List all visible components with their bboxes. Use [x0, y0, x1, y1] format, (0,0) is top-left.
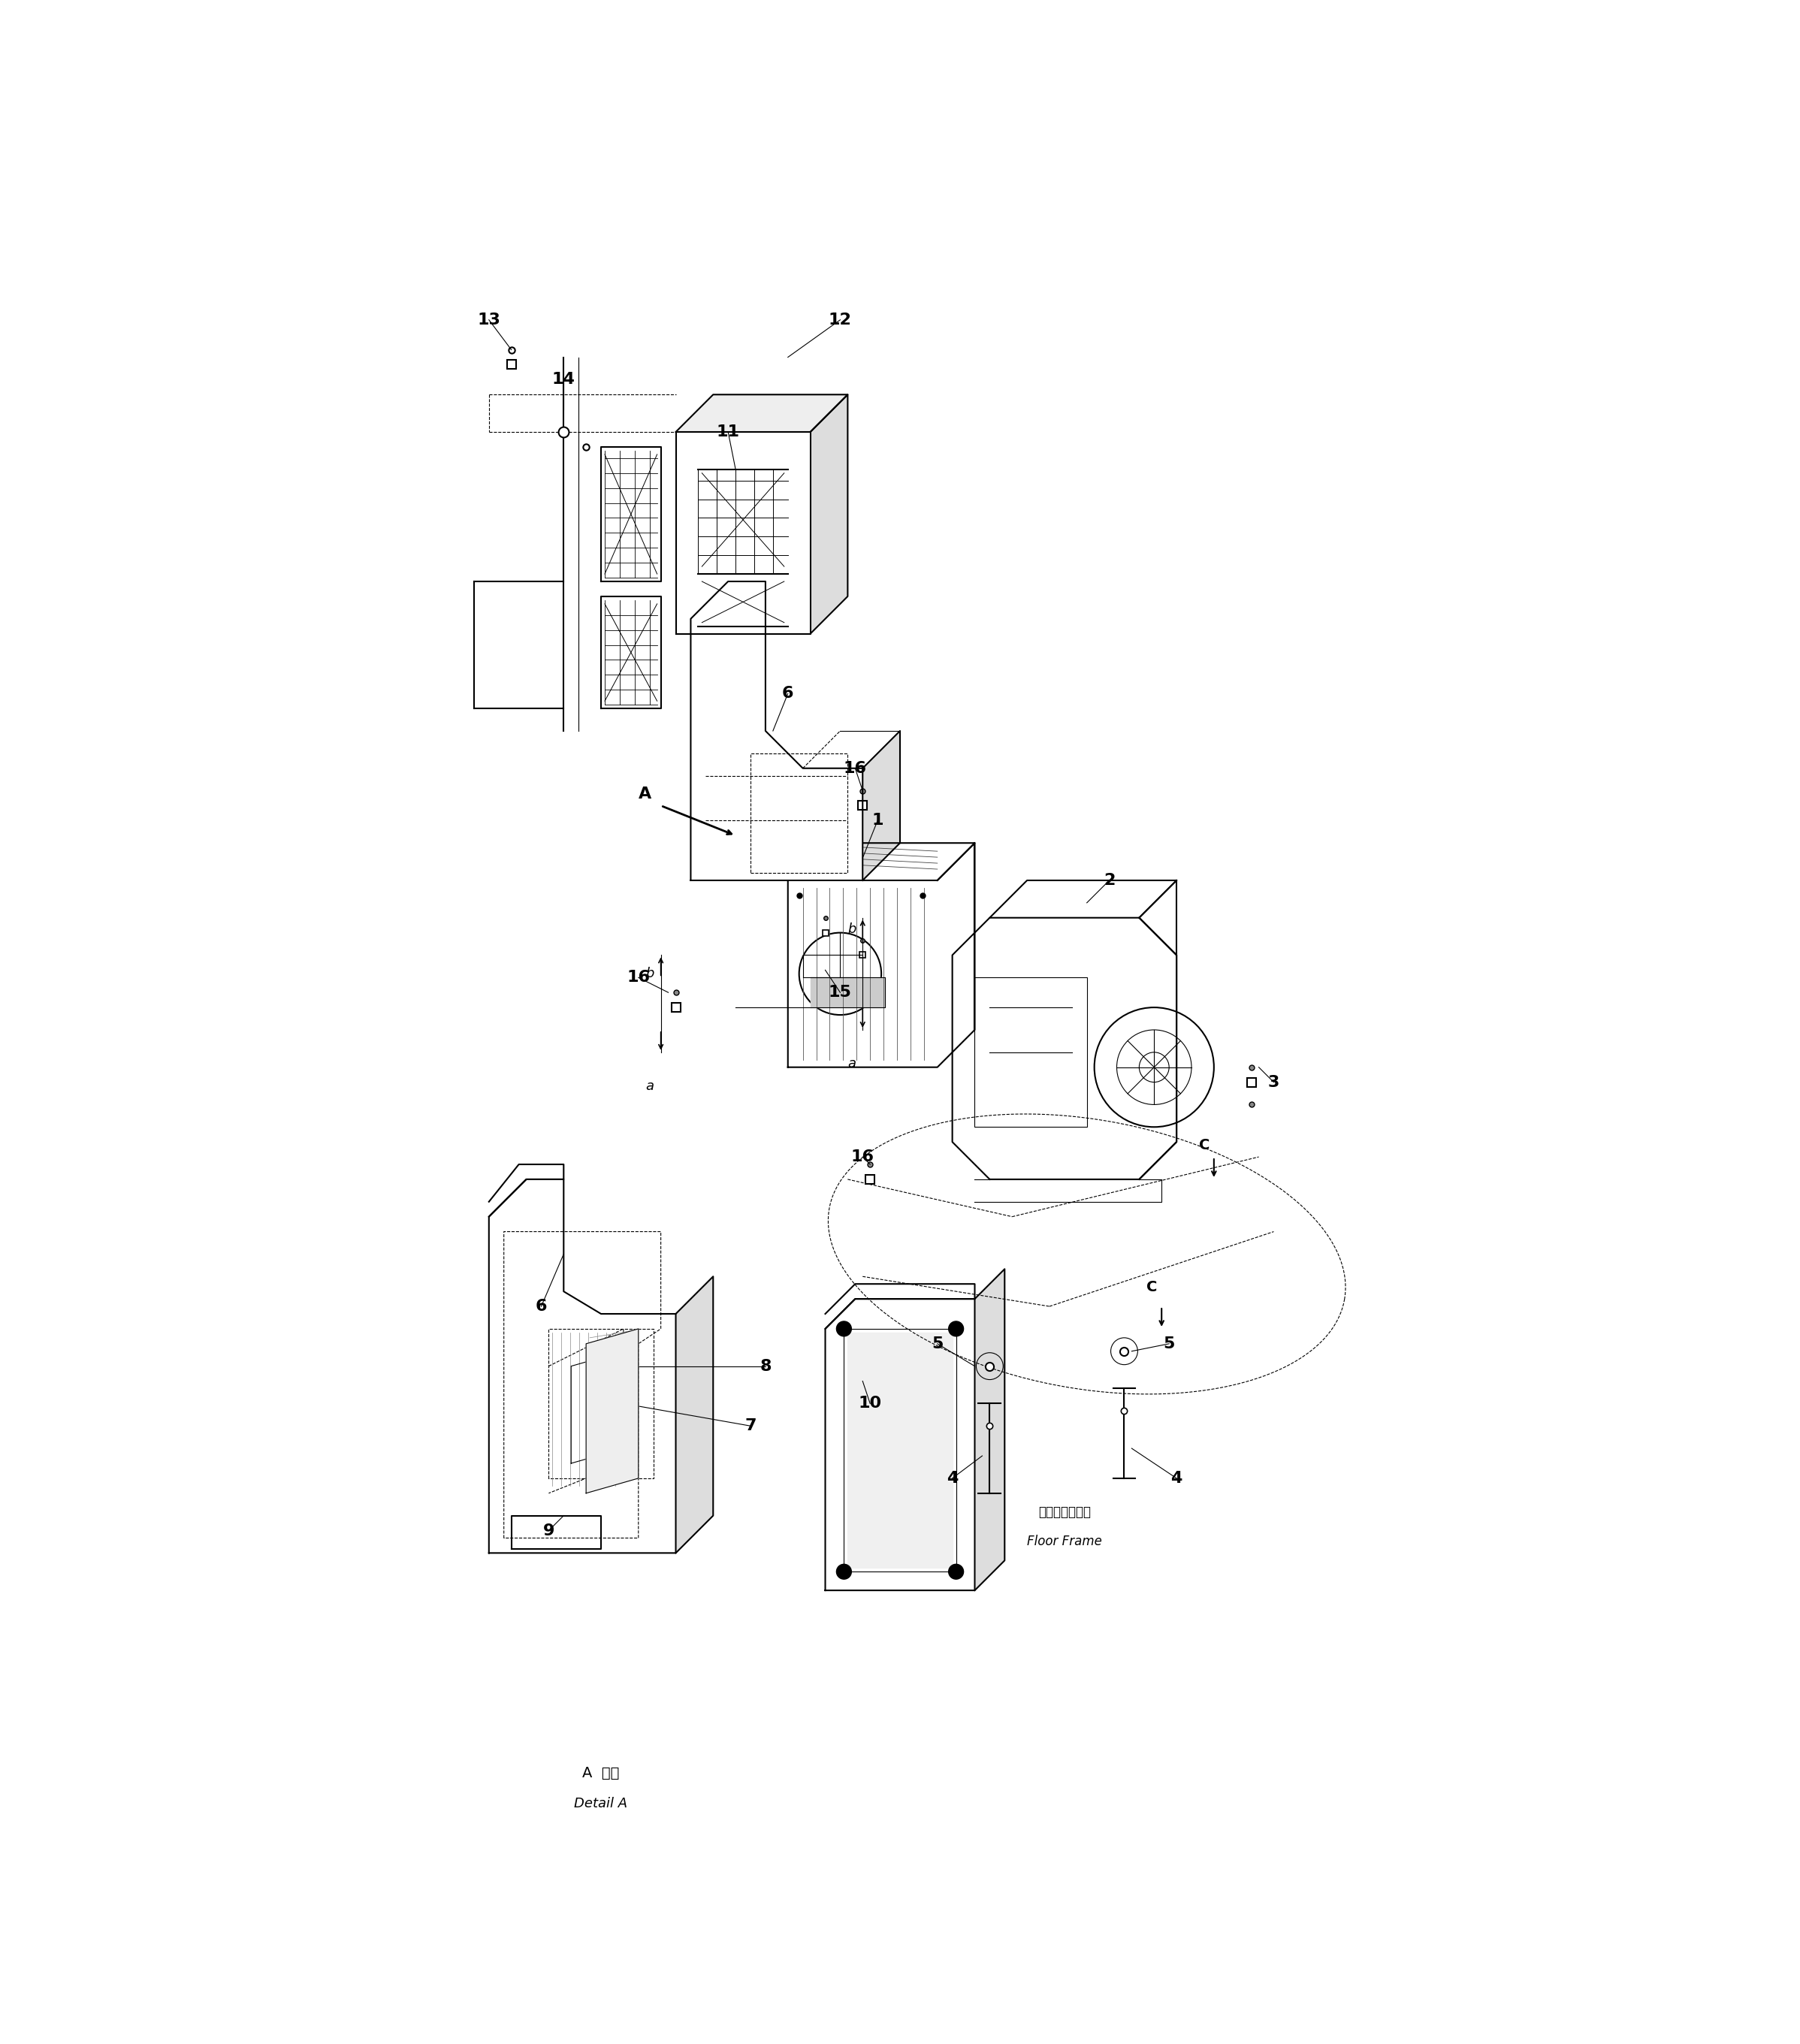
Text: a: a — [646, 1079, 653, 1094]
Text: 6: 6 — [535, 1298, 547, 1314]
Text: C: C — [1199, 1139, 1210, 1153]
Bar — [848, 1333, 952, 1568]
Polygon shape — [601, 448, 661, 580]
Circle shape — [949, 1564, 963, 1580]
Text: 4: 4 — [947, 1472, 958, 1486]
Circle shape — [837, 1320, 851, 1337]
Text: b: b — [646, 967, 655, 981]
Polygon shape — [862, 732, 900, 881]
Text: Detail A: Detail A — [574, 1797, 628, 1811]
Bar — [976, 977, 1087, 1126]
Bar — [706, 777, 848, 873]
Text: 16: 16 — [626, 971, 650, 985]
Polygon shape — [675, 431, 810, 634]
Text: 9: 9 — [544, 1523, 554, 1537]
Text: 16: 16 — [851, 1149, 875, 1165]
Text: Floor Frame: Floor Frame — [1028, 1535, 1102, 1549]
Polygon shape — [810, 977, 886, 1008]
Text: 6: 6 — [781, 687, 794, 701]
Text: フロアフレーム: フロアフレーム — [1039, 1504, 1091, 1519]
Polygon shape — [675, 394, 848, 431]
Text: b: b — [848, 922, 857, 936]
Circle shape — [949, 1320, 963, 1337]
Text: a: a — [848, 1057, 857, 1071]
Polygon shape — [976, 1269, 1004, 1590]
Text: 3: 3 — [1267, 1075, 1280, 1089]
Text: 15: 15 — [828, 985, 851, 1000]
Polygon shape — [511, 1517, 601, 1549]
Text: C: C — [1147, 1280, 1157, 1294]
Polygon shape — [490, 1179, 675, 1553]
Text: 11: 11 — [716, 425, 740, 439]
Polygon shape — [810, 394, 848, 634]
Text: A: A — [639, 787, 652, 801]
Text: 4: 4 — [1170, 1472, 1183, 1486]
Text: 16: 16 — [844, 760, 868, 777]
Text: 10: 10 — [859, 1396, 882, 1410]
Polygon shape — [587, 1329, 639, 1494]
Text: 14: 14 — [553, 372, 576, 386]
Circle shape — [837, 1564, 851, 1580]
Polygon shape — [691, 580, 862, 881]
Text: 1: 1 — [871, 814, 884, 828]
Text: 13: 13 — [477, 313, 500, 327]
Text: 12: 12 — [828, 313, 851, 327]
Polygon shape — [675, 1275, 713, 1553]
Text: 2: 2 — [1103, 873, 1114, 887]
Text: 5: 5 — [1163, 1337, 1175, 1351]
Text: A  詳細: A 詳細 — [583, 1766, 619, 1780]
Text: 8: 8 — [760, 1359, 770, 1374]
Polygon shape — [824, 1298, 976, 1590]
Text: 5: 5 — [932, 1337, 943, 1351]
Polygon shape — [601, 597, 661, 709]
Text: 7: 7 — [745, 1419, 756, 1433]
